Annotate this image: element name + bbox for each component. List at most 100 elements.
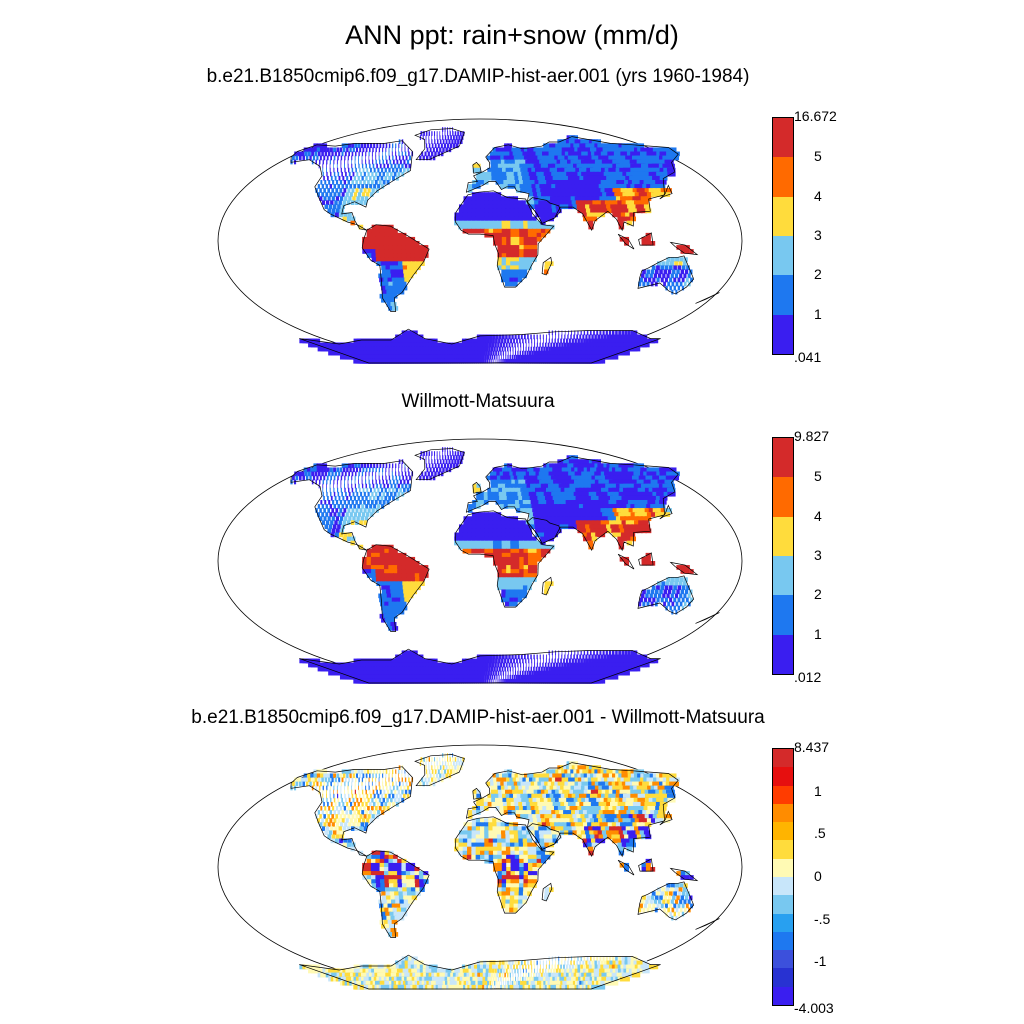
colorbar-swatch	[773, 986, 793, 1006]
colorbar-label: 2	[814, 586, 822, 603]
colorbar-swatch	[773, 118, 793, 158]
colorbar-swatch	[773, 275, 793, 316]
coastline-antarctica	[299, 954, 661, 990]
coastline-arabia	[526, 823, 562, 850]
colorbar-label: 9.827	[794, 428, 830, 444]
colorbar-label: -4.003	[794, 1000, 834, 1016]
colorbar-swatch	[773, 749, 793, 768]
colorbar-swatch	[773, 913, 793, 933]
coastline-newguinea	[669, 241, 699, 256]
colorbar-swatch	[773, 314, 793, 355]
coastline-samerica	[361, 544, 430, 632]
coastline-madagascar	[541, 882, 553, 902]
colorbar-label: 1	[814, 782, 822, 799]
coastline-newguinea	[669, 561, 699, 576]
coastline-madagascar	[541, 256, 553, 276]
panel-2-colorbar	[772, 437, 794, 675]
colorbar-swatch	[773, 931, 793, 951]
coastline-nz	[695, 292, 720, 304]
panel-1-colorbar	[772, 117, 794, 355]
colorbar-label: 8.437	[794, 739, 830, 755]
colorbar-label: .041	[794, 349, 822, 365]
colorbar-swatch	[773, 556, 793, 596]
colorbar-label: .012	[794, 669, 822, 685]
coastline-greenland	[414, 128, 465, 161]
coastline-newguinea	[669, 867, 699, 882]
colorbar-label: 4	[814, 507, 822, 524]
colorbar-swatch	[773, 595, 793, 636]
colorbar-label: 2	[814, 266, 822, 283]
coastline-antarctica	[299, 328, 661, 364]
precip-grid	[290, 127, 694, 364]
coastline-europe	[465, 456, 679, 552]
colorbar-swatch	[773, 803, 793, 823]
colorbar-label: 5	[814, 468, 822, 485]
coastline-arabia	[526, 197, 562, 224]
coastline-europe	[465, 136, 679, 232]
coastline-namerica	[290, 140, 413, 231]
coastline-greenland	[414, 754, 465, 787]
coastline-africa	[455, 190, 555, 288]
colorbar-swatch	[773, 858, 793, 878]
coastline-namerica	[290, 766, 413, 857]
colorbar-swatch	[773, 895, 793, 915]
colorbar-swatch	[773, 634, 793, 675]
figure-title: ANN ppt: rain+snow (mm/d)	[345, 20, 679, 50]
panel-2-map	[217, 438, 743, 684]
colorbar-swatch	[773, 477, 793, 518]
panel-1-map	[217, 118, 743, 364]
coastline-nz	[695, 612, 720, 624]
coastline-japan	[659, 184, 673, 200]
coastline-australia	[637, 255, 695, 295]
coastline-japan	[659, 810, 673, 826]
coastline-indonesia2	[638, 232, 654, 246]
colorbar-swatch	[773, 968, 793, 988]
colorbar-label: 0	[814, 868, 822, 884]
panel-1-title: b.e21.B1850cmip6.f09_g17.DAMIP-hist-aer.…	[206, 66, 750, 87]
colorbar-label: .5	[814, 825, 826, 842]
coastline-samerica	[361, 850, 430, 938]
coastline-africa	[455, 816, 555, 914]
colorbar-label: 1	[814, 625, 822, 642]
precip-grid	[290, 447, 694, 684]
coastline-samerica	[361, 224, 430, 312]
coastline-australia	[637, 881, 695, 921]
colorbar-swatch	[773, 950, 793, 969]
coastline-indonesia2	[638, 858, 654, 872]
colorbar-label: 3	[814, 227, 822, 243]
colorbar-swatch	[773, 516, 793, 557]
coastline-africa	[455, 510, 555, 608]
coastline-japan	[659, 504, 673, 520]
coastline-europe	[465, 762, 679, 858]
coastline-uk	[472, 481, 482, 494]
colorbar-label: 5	[814, 148, 822, 165]
coastline-madagascar	[541, 576, 553, 596]
coastline-uk	[472, 161, 482, 174]
colorbar-swatch	[773, 236, 793, 276]
coastline-arabia	[526, 517, 562, 544]
colorbar-label: -.5	[814, 910, 831, 927]
coastline-namerica	[290, 460, 413, 551]
colorbar-swatch	[773, 840, 793, 860]
panel-3-colorbar	[772, 748, 794, 1006]
coastline-australia	[637, 575, 695, 615]
colorbar-swatch	[773, 785, 793, 805]
panel-3-title: b.e21.B1850cmip6.f09_g17.DAMIP-hist-aer.…	[191, 707, 765, 728]
colorbar-label: -1	[814, 953, 827, 970]
coastline-indonesia1	[617, 859, 635, 876]
colorbar-swatch	[773, 767, 793, 787]
colorbar-swatch	[773, 438, 793, 478]
colorbar-swatch	[773, 157, 793, 198]
colorbar-label: 1	[814, 305, 822, 322]
colorbar-swatch	[773, 822, 793, 841]
coastline-nz	[695, 918, 720, 930]
colorbar-label: 4	[814, 187, 822, 204]
panel-3-map	[217, 744, 743, 990]
precip-grid	[290, 753, 694, 990]
coastline-uk	[472, 787, 482, 800]
coastline-indonesia1	[617, 233, 635, 250]
colorbar-label: 3	[814, 547, 822, 563]
panel-2-title: Willmott-Matsuura	[401, 391, 555, 412]
colorbar-swatch	[773, 196, 793, 237]
coastline-greenland	[414, 448, 465, 481]
